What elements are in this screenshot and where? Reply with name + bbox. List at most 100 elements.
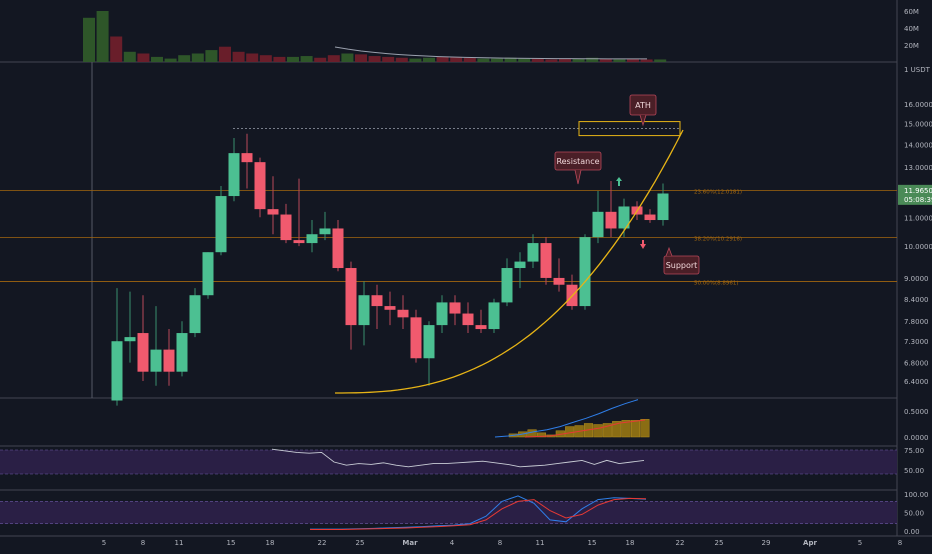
volume-tick-label: 20M [904, 42, 919, 50]
price-tick-label: 13.0000 [904, 164, 932, 172]
indicator-histogram-bar [565, 426, 575, 438]
volume-tick-label: 60M [904, 8, 919, 16]
volume-bar [219, 46, 231, 62]
price-tick-label: 6.8000 [904, 360, 929, 368]
up-arrow-icon [616, 177, 622, 186]
volume-bar [123, 51, 136, 62]
candle-bearish [267, 209, 279, 215]
volume-bar [477, 58, 490, 62]
price-tick-label: 15.0000 [904, 121, 932, 129]
indicator-histogram-bar [593, 424, 603, 438]
candle-bullish [436, 302, 448, 326]
time-tick-label: 4 [450, 539, 455, 547]
time-tick-label: 15 [588, 539, 597, 547]
candle-bearish [371, 295, 383, 307]
indicator-tick-label: 0.0000 [904, 434, 929, 442]
indicator-histogram-bar [630, 420, 641, 438]
candle-bearish [553, 277, 565, 285]
candle-bullish [501, 268, 513, 303]
candle-bullish [319, 228, 331, 235]
candle-bullish [657, 193, 669, 221]
stoch-panel [0, 495, 897, 530]
annotations: ATH Resistance Support [554, 94, 700, 275]
volume-bar [368, 56, 381, 62]
stoch-tick-label: 50.00 [904, 510, 924, 518]
price-tick-label: 10.0000 [904, 243, 932, 251]
candle-bearish [280, 214, 292, 241]
price-tick-label: 14.0000 [904, 141, 932, 149]
candle-bearish [605, 211, 617, 229]
candle-bearish [397, 309, 409, 318]
volume-bar [654, 59, 667, 62]
volume-bar [409, 58, 422, 62]
volume-bar [287, 56, 299, 62]
candle-bullish [527, 243, 539, 262]
volume-bar [83, 17, 95, 62]
annotation-pointer [574, 169, 582, 185]
candle-bearish [137, 333, 149, 372]
volume-panel [83, 11, 667, 62]
candle-bearish [462, 313, 474, 326]
indicator-panel [494, 399, 650, 438]
candle-bullish [306, 234, 318, 244]
annotation-label: ATH [635, 101, 651, 110]
candle-bullish [423, 325, 435, 359]
volume-bar [205, 50, 218, 62]
annotation-callout: Resistance [554, 151, 602, 185]
indicator-signal-line [524, 419, 646, 438]
annotation-box [663, 255, 700, 275]
rsi-line [271, 448, 645, 468]
axes: 60M 40M 20M 1 USDT 16.0000 15.0000 14.0000 13.0… [102, 8, 932, 547]
price-tick-label: 9.0000 [904, 275, 929, 283]
indicator-histogram-bar [640, 419, 650, 438]
parabolic-curve [335, 129, 684, 394]
volume-bar [151, 56, 163, 62]
annotation-callout: Support [663, 246, 700, 275]
annotation-label: Resistance [556, 157, 599, 166]
volume-bar [341, 53, 354, 62]
candle-bullish [124, 337, 136, 342]
time-tick-label: 22 [676, 539, 685, 547]
candle-bearish [332, 228, 344, 269]
volume-bar [259, 55, 272, 62]
time-tick-label: 8 [141, 539, 145, 547]
volume-bar [613, 59, 626, 62]
time-tick-label: Mar [402, 539, 418, 547]
volume-bar [504, 57, 517, 62]
time-tick-label: 11 [536, 539, 545, 547]
price-tick-label: 6.4000 [904, 378, 929, 386]
candle-bullish [228, 153, 240, 197]
volume-bar [191, 53, 204, 62]
rsi-tick-label: 75.00 [904, 447, 924, 455]
candle-bullish [111, 341, 123, 401]
annotation-pointer [639, 114, 647, 127]
last-price-badge [898, 184, 932, 205]
candle-bullish [358, 295, 370, 326]
volume-bar [586, 57, 599, 62]
indicator-tick-label: 0.5000 [904, 408, 929, 416]
volume-bar [599, 58, 612, 62]
annotation-label: Support [666, 261, 698, 270]
rsi-band [0, 450, 897, 474]
grid [0, 0, 932, 537]
ath-zone-box [578, 121, 681, 137]
volume-bar [273, 56, 286, 62]
candle-bullish [150, 349, 162, 372]
volume-bar [232, 51, 245, 62]
time-tick-label: 5 [858, 539, 862, 547]
volume-bar [178, 55, 191, 62]
candle-bearish [644, 214, 656, 221]
volume-bar [559, 58, 571, 62]
time-tick-label: 8 [498, 539, 502, 547]
volume-bar [463, 57, 476, 62]
time-tick-label: 18 [626, 539, 635, 547]
volume-bar [627, 58, 639, 62]
volume-bar [531, 58, 544, 62]
candle-bearish [449, 302, 461, 314]
price-panel[interactable]: 23.60%(12.0181) 38.20%(10.2916) 50.00%(8.8… [0, 121, 897, 406]
fib-level-label: 23.60%(12.0181) [694, 190, 742, 196]
volume-bar [355, 54, 367, 62]
candle-bullish [579, 237, 591, 307]
